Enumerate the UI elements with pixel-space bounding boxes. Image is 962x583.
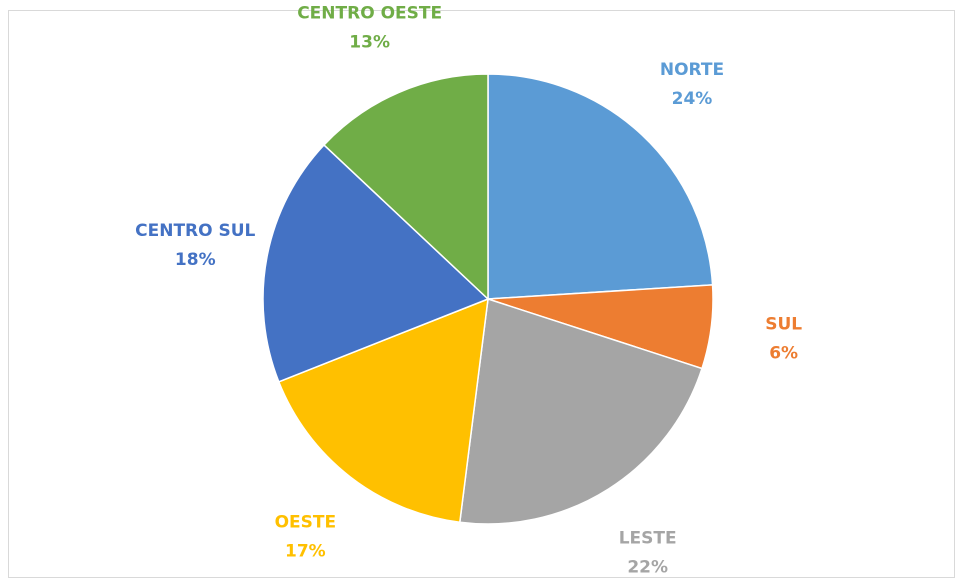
slice-label: SUL [765, 314, 802, 334]
slice-label: OESTE [275, 512, 337, 532]
slice-label: CENTRO OESTE [297, 4, 442, 24]
slice-value-label: 24% [672, 89, 713, 109]
slice-value-label: 18% [175, 250, 216, 270]
slice-label: LESTE [619, 529, 677, 549]
slice-label: NORTE [660, 60, 724, 80]
pie-slice [487, 73, 714, 300]
pie-slice [262, 143, 490, 383]
slice-value-label: 6% [769, 343, 798, 363]
slice-value-label: 22% [627, 558, 668, 578]
slice-value-label: 17% [285, 541, 326, 561]
pie-slice [277, 297, 489, 524]
slice-value-label: 13% [349, 33, 390, 53]
pie-slice [458, 298, 703, 525]
pie-slice [322, 73, 489, 301]
slice-label: CENTRO SUL [135, 221, 255, 241]
